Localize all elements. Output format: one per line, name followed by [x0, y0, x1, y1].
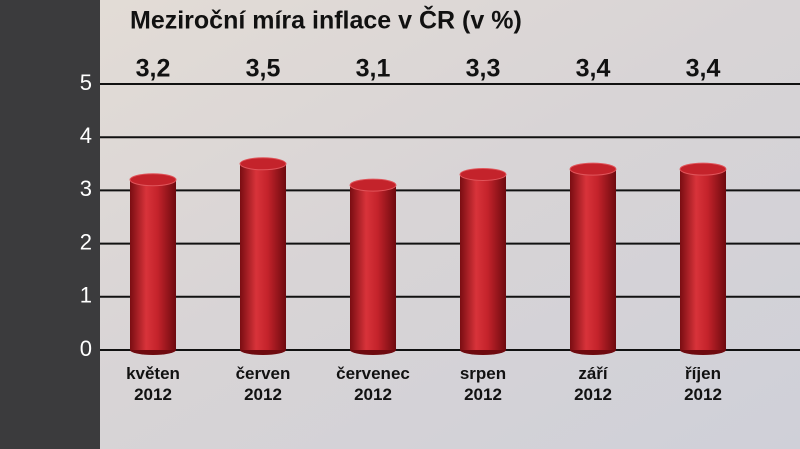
- x-tick-label: říjen 2012: [684, 364, 722, 404]
- bar-body: [680, 169, 726, 350]
- bar-body: [240, 163, 286, 350]
- y-tick-label: 2: [80, 229, 92, 254]
- y-tick-label: 4: [80, 123, 92, 148]
- x-tick-label: srpen 2012: [460, 364, 506, 404]
- bar: [569, 162, 617, 355]
- bar: [349, 178, 397, 355]
- bar-body: [350, 185, 396, 350]
- bar-top: [239, 157, 287, 171]
- bar-top: [569, 162, 617, 176]
- axis-panel: [0, 0, 100, 449]
- bar-top: [349, 178, 397, 192]
- chart-title: Meziroční míra inflace v ČR (v %): [130, 5, 522, 35]
- value-label: 3,4: [576, 55, 611, 83]
- y-tick-label: 5: [80, 70, 92, 95]
- x-tick-label: červenec 2012: [336, 364, 410, 404]
- bar-top: [459, 167, 507, 181]
- value-label: 3,4: [686, 55, 721, 83]
- y-tick-label: 1: [80, 283, 92, 308]
- bar-top: [679, 162, 727, 176]
- x-tick-label: červen 2012: [236, 364, 291, 404]
- value-label: 3,1: [356, 55, 391, 83]
- bar-body: [460, 174, 506, 350]
- bar: [459, 167, 507, 355]
- value-label: 3,5: [246, 55, 281, 83]
- bar-body: [570, 169, 616, 350]
- bar: [239, 157, 287, 355]
- bar-body: [130, 179, 176, 350]
- bar-top: [129, 173, 177, 187]
- x-tick-label: květen 2012: [126, 364, 180, 404]
- y-tick-label: 0: [80, 336, 92, 361]
- bar: [129, 173, 177, 355]
- x-tick-label: září 2012: [574, 364, 612, 404]
- y-tick-label: 3: [80, 176, 92, 201]
- value-label: 3,2: [136, 55, 171, 83]
- value-label: 3,3: [466, 55, 501, 83]
- bar: [679, 162, 727, 355]
